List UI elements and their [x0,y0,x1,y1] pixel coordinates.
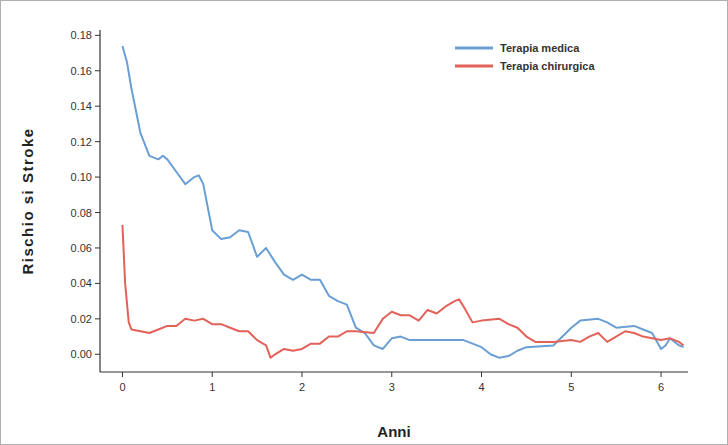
x-tick [212,372,213,377]
y-tick-label: 0.08 [71,207,92,219]
x-axis-label: Anni [377,423,410,440]
frame [1,1,728,445]
y-tick [95,212,100,213]
y-tick-label: 0.12 [71,136,92,148]
x-tick-label: 6 [658,381,664,393]
y-tick-label: 0.06 [71,242,92,254]
x-tick [571,372,572,377]
y-tick [95,70,100,71]
y-tick-label: 0.16 [71,65,92,77]
x-tick-label: 0 [119,381,125,393]
y-axis-label: Rischio si Stroke [19,127,36,274]
x-tick-label: 4 [478,381,484,393]
y-tick [95,247,100,248]
y-tick [95,283,100,284]
x-tick-label: 3 [389,381,395,393]
legend-label: Terapia chirurgica [500,60,595,72]
y-tick [95,35,100,36]
x-tick [122,372,123,377]
x-tick-label: 5 [568,381,574,393]
series-line [122,225,683,358]
y-tick-label: 0.02 [71,313,92,325]
x-tick [301,372,302,377]
legend-swatch [455,47,493,50]
x-axis [100,371,688,372]
legend-label: Terapia medica [500,42,580,54]
series-line [122,46,683,358]
y-tick-label: 0.04 [71,277,92,289]
chart: 0.00 0.02 0.04 0.06 0.08 0.10 0.12 0.14 0.16 0.18… [0,0,728,445]
plot-area [122,46,683,358]
y-tick-label: 0.18 [71,29,92,41]
y-axis [99,30,100,372]
x-tick [391,372,392,377]
x-tick [481,372,482,377]
x-tick-label: 2 [299,381,305,393]
y-tick [95,318,100,319]
y-tick-label: 0.14 [71,100,92,112]
y-tick [95,177,100,178]
x-tick-label: 1 [209,381,215,393]
x-tick [661,372,662,377]
y-tick [95,141,100,142]
y-tick [95,106,100,107]
y-tick-label: 0.10 [71,171,92,183]
y-tick [95,354,100,355]
y-tick-label: 0.00 [71,348,92,360]
legend-swatch [455,65,493,68]
